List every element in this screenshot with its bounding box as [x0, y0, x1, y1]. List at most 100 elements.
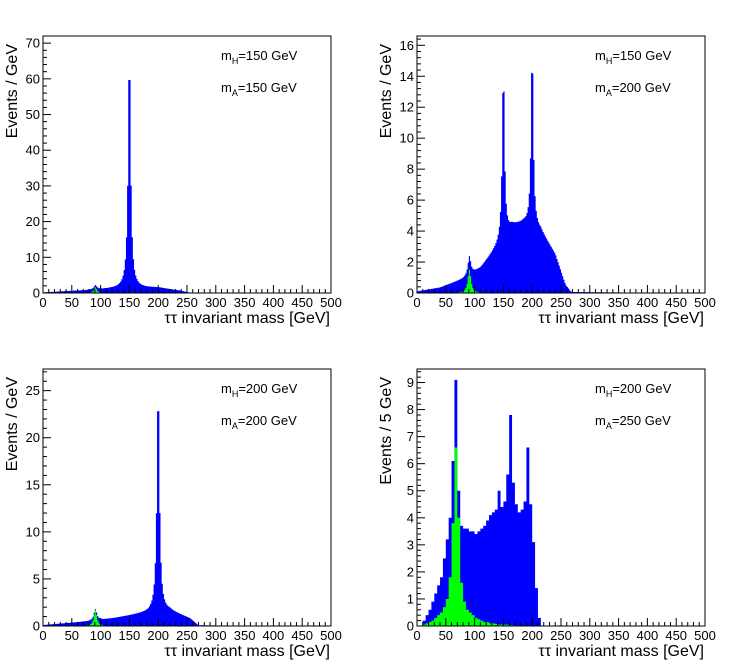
y-tick-label: 9 [407, 375, 414, 390]
x-tick-label: 100 [90, 295, 112, 310]
y-tick-label: 70 [26, 36, 40, 51]
y-tick-label: 10 [26, 250, 40, 265]
x-tick-label: 450 [291, 295, 313, 310]
x-tick-label: 300 [579, 628, 601, 643]
x-axis-title: ττ invariant mass [GeV] [164, 310, 330, 327]
y-tick-label: 0 [407, 286, 414, 301]
y-tick-label: 0 [33, 619, 40, 634]
plot-frame [42, 368, 332, 627]
y-tick-label: 14 [400, 69, 414, 84]
y-tick-label: 3 [407, 537, 414, 552]
x-tick-label: 50 [439, 295, 453, 310]
y-tick-label: 4 [407, 510, 414, 525]
x-tick-label: 200 [147, 628, 169, 643]
y-axis-title: Events / GeV [4, 377, 21, 472]
x-tick-label: 200 [521, 295, 543, 310]
y-tick-label: 10 [400, 131, 414, 146]
x-tick-label: 350 [234, 295, 256, 310]
y-tick-label: 7 [407, 429, 414, 444]
panel-3: 0 50 100 150 200 250 300 350 400 450 500 0 5 10 15 20 25… [4, 368, 342, 660]
panel-1: 0 50 100 150 200 250 300 350 400 450 500 0 10 20 30 40 5… [4, 35, 342, 327]
x-tick-label: 150 [493, 628, 515, 643]
y-tick-label: 0 [407, 619, 414, 634]
y-axis-title: Events / GeV [4, 44, 21, 139]
plot-frame [42, 35, 332, 294]
y-tick-label: 6 [407, 456, 414, 471]
y-axis-title: Events / GeV [378, 44, 395, 139]
x-tick-label: 500 [320, 628, 342, 643]
y-tick-label: 8 [407, 162, 414, 177]
x-tick-label: 500 [320, 295, 342, 310]
signal-histogram [417, 72, 705, 293]
x-tick-label: 50 [439, 628, 453, 643]
x-tick-label: 400 [637, 295, 659, 310]
y-tick-label: 20 [26, 430, 40, 445]
x-tick-label: 400 [263, 295, 285, 310]
x-tick-label: 350 [234, 628, 256, 643]
x-tick-label: 0 [39, 628, 46, 643]
y-tick-label: 60 [26, 71, 40, 86]
x-tick-label: 250 [176, 295, 198, 310]
x-tick-label: 450 [291, 628, 313, 643]
x-tick-label: 450 [665, 295, 687, 310]
x-tick-label: 150 [493, 295, 515, 310]
x-tick-label: 0 [39, 295, 46, 310]
y-tick-label: 16 [400, 38, 414, 53]
signal-histogram [417, 379, 705, 626]
x-axis-title: ττ invariant mass [GeV] [538, 310, 704, 327]
x-tick-label: 100 [464, 628, 486, 643]
x-tick-label: 300 [205, 295, 227, 310]
y-tick-label: 0 [33, 286, 40, 301]
x-tick-label: 350 [608, 628, 630, 643]
mass-annotation: mH=150 GeV [221, 48, 298, 66]
x-tick-label: 150 [119, 295, 141, 310]
mass-annotation: mH=150 GeV [595, 48, 672, 66]
plot-frame [416, 35, 706, 294]
y-tick-label: 2 [407, 255, 414, 270]
x-tick-label: 250 [176, 628, 198, 643]
y-tick-label: 12 [400, 100, 414, 115]
mass-annotation: mH=200 GeV [595, 381, 672, 399]
y-tick-label: 5 [33, 571, 40, 586]
x-tick-label: 300 [205, 628, 227, 643]
panel-4: 0 50 100 150 200 250 300 350 400 450 500 0 1 2 3 4 5 6 7 8 9… [378, 368, 716, 660]
x-tick-label: 400 [637, 628, 659, 643]
x-tick-label: 0 [413, 628, 420, 643]
x-tick-label: 150 [119, 628, 141, 643]
x-axis-title: ττ invariant mass [GeV] [538, 643, 704, 660]
y-tick-label: 5 [407, 483, 414, 498]
x-axis-title: ττ invariant mass [GeV] [164, 643, 330, 660]
y-tick-label: 2 [407, 564, 414, 579]
x-tick-label: 200 [147, 295, 169, 310]
mass-annotation: mA=150 GeV [221, 80, 297, 98]
x-tick-label: 500 [694, 628, 716, 643]
x-tick-label: 400 [263, 628, 285, 643]
mass-annotation: mH=200 GeV [221, 381, 298, 399]
y-tick-label: 4 [407, 224, 414, 239]
y-tick-label: 1 [407, 591, 414, 606]
x-tick-label: 500 [694, 295, 716, 310]
y-axis-title: Events / 5 GeV [378, 377, 395, 485]
y-tick-label: 10 [26, 524, 40, 539]
x-tick-label: 50 [65, 295, 79, 310]
signal-histogram [43, 79, 331, 294]
y-tick-label: 15 [26, 477, 40, 492]
signal-histogram [43, 411, 331, 626]
x-tick-label: 250 [550, 295, 572, 310]
y-tick-label: 25 [26, 383, 40, 398]
x-tick-label: 100 [90, 628, 112, 643]
y-tick-label: 8 [407, 402, 414, 417]
mass-annotation: mA=250 GeV [595, 413, 671, 431]
panel-2: 0 50 100 150 200 250 300 350 400 450 500 0 2 4 6 8 10 12 1… [378, 35, 716, 327]
x-tick-label: 300 [579, 295, 601, 310]
x-tick-label: 100 [464, 295, 486, 310]
y-tick-label: 6 [407, 193, 414, 208]
y-tick-label: 30 [26, 178, 40, 193]
y-tick-label: 40 [26, 143, 40, 158]
x-tick-label: 450 [665, 628, 687, 643]
x-tick-label: 350 [608, 295, 630, 310]
mass-annotation: mA=200 GeV [221, 413, 297, 431]
y-tick-label: 20 [26, 214, 40, 229]
x-tick-label: 50 [65, 628, 79, 643]
